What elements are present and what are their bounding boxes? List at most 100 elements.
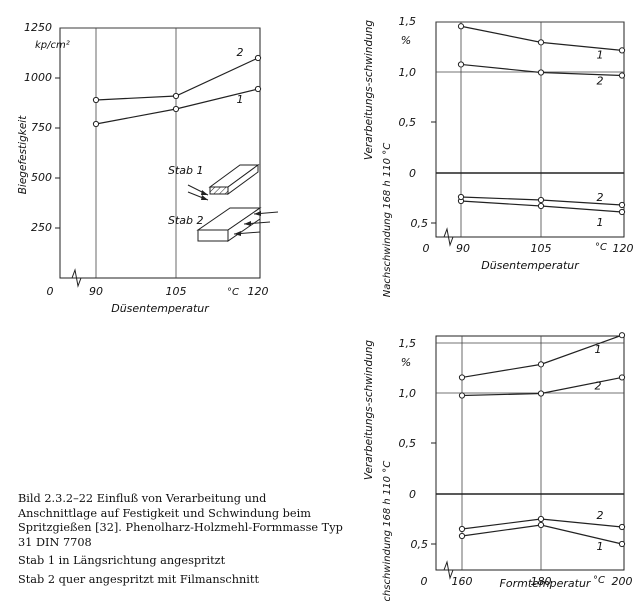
lower-series-2-label: 2 (597, 191, 604, 204)
upper-series-1-line (461, 334, 623, 379)
x-unit-3: °C (593, 575, 605, 586)
lower-series-1-point (537, 521, 545, 529)
chart-duesentemperatur: 1,5 % 1,0 0,5 0 0,5 Verarbeitungs-schwin… (363, 15, 634, 297)
upper-series-1-label: 1 (597, 48, 604, 61)
upper-series-2-point (457, 61, 465, 68)
upper-series-1-point (618, 47, 626, 54)
upper-series-2-point (537, 69, 545, 76)
upper-series-1-point (458, 374, 466, 381)
ytick-label-1: 750 (31, 121, 52, 134)
upper-series-2-point (458, 392, 466, 399)
series-1-point (172, 105, 180, 113)
ytick-label-1: 250 (31, 221, 52, 234)
lower-series-2-point (618, 201, 626, 209)
ytick-label-2: 1,5 (399, 15, 417, 28)
inset-specimens: Stab 1 Stab 2 (168, 164, 279, 242)
x-axis-label-1: Düsentemperatur (111, 302, 210, 315)
xtick-label-3: 200 (612, 575, 633, 588)
lower-series-1-point (618, 208, 626, 216)
lower-series-2-point (537, 515, 545, 523)
y-unit-2: % (401, 34, 411, 47)
lower-series-1-label: 1 (597, 540, 604, 553)
x-unit-1: °C (227, 287, 239, 298)
y-ticks-2 (431, 121, 436, 224)
y-axis-label-2-upper: Verarbeitungs-schwindung (363, 20, 375, 161)
lower-series-2-point (458, 525, 466, 533)
chart-formtemperatur: 1,5 % 1,0 0,5 0 0,5 Verarbeitungs-schwin… (363, 332, 633, 605)
xtick-label-3: 180 (531, 575, 552, 588)
ytick-label-2: 0,5 (399, 116, 417, 129)
caption-stab-2: Stab 2 quer angespritzt mit Filmanschnit… (18, 572, 260, 586)
upper-series-1-point (618, 332, 626, 339)
xtick-label-1: 105 (166, 285, 187, 298)
ytick-label-2: 1,0 (399, 66, 417, 79)
axis-break-2 (436, 227, 461, 247)
y-axis-label-3-lower: Nachschwindung 168 h 110 °C (382, 461, 393, 601)
upper-series-1-point (537, 361, 545, 368)
series-1-point (254, 85, 262, 93)
upper-series-2-point (537, 390, 545, 397)
axis-break-1 (60, 268, 96, 288)
ytick-label-1: 500 (31, 171, 52, 184)
y-axis-label-1: Biegefestigkeit (17, 115, 29, 194)
xtick-label-1: 0 (47, 285, 54, 298)
caption-stab-1: Stab 1 in Längsrichtung angespritzt (18, 554, 226, 567)
xtick-label-2: 90 (456, 242, 470, 255)
xtick-label-2: 105 (531, 242, 552, 255)
series-2-label: 2 (237, 46, 244, 59)
upper-series-2-label: 2 (597, 75, 604, 88)
specimen-stab-2 (196, 207, 279, 242)
axis-break-3 (436, 560, 462, 580)
xtick-label-1: 120 (248, 285, 269, 298)
ytick-label-2-lower: 0,5 (411, 217, 429, 230)
lower-series-1-point (458, 532, 466, 540)
lower-series-1-label: 1 (597, 216, 604, 229)
plot-frame-3 (435, 335, 625, 571)
y-ticks-1 (55, 77, 60, 229)
upper-series-1-label: 1 (595, 343, 602, 356)
y-unit-1: kp/cm² (35, 40, 70, 51)
caption-title: Bild 2.3.2–22 Einfluß von Verarbeitung u… (18, 492, 343, 549)
y-axis-label-3-upper: Verarbeitungs-schwindung (363, 340, 375, 481)
upper-series-2-label: 2 (595, 379, 602, 392)
upper-series-2-point (618, 72, 626, 79)
xtick-label-3: 0 (421, 575, 428, 588)
xtick-label-2: 0 (423, 242, 430, 255)
lower-series-2-point (618, 523, 626, 531)
y-unit-3: % (401, 356, 411, 369)
y-ticks-3 (431, 442, 436, 545)
series-2-point (92, 96, 100, 104)
upper-series-1-point (537, 39, 545, 46)
chart-biegefestigkeit: 1250 1000 750 500 250 kp/cm² Biegefestig… (17, 21, 279, 315)
upper-series-1-line (460, 25, 623, 51)
x-axis-label-3: Formtemperatur (500, 577, 592, 590)
upper-series-1-point (457, 23, 465, 30)
lower-series-1-point (618, 540, 626, 548)
series-1-label: 1 (237, 93, 244, 106)
xtick-label-2: 120 (613, 242, 634, 255)
x-unit-2: °C (595, 242, 607, 253)
ytick-label-1: 1250 (24, 21, 52, 34)
ytick-label-1: 1000 (24, 71, 52, 84)
xtick-label-3: 160 (452, 575, 473, 588)
lower-series-2-point (457, 193, 465, 201)
figure-caption: Bild 2.3.2–22 Einfluß von Verarbeitung u… (18, 492, 348, 587)
lower-series-1-point (537, 202, 545, 210)
series-1-point (92, 120, 100, 128)
ytick-label-3: 1,5 (399, 337, 417, 350)
upper-series-2-point (618, 374, 626, 381)
specimen-stab-1 (187, 164, 260, 201)
series-2-point (172, 92, 180, 100)
inset-label-stab-1: Stab 1 (168, 164, 204, 177)
ytick-label-3-lower: 0,5 (411, 538, 429, 551)
inset-label-stab-2: Stab 2 (168, 214, 204, 227)
ytick-label-3: 0 (409, 488, 416, 501)
plot-frame-1 (59, 27, 261, 279)
ytick-label-2: 0 (409, 167, 416, 180)
xtick-label-1: 90 (89, 285, 103, 298)
x-axis-label-2: Düsentemperatur (481, 259, 580, 272)
ytick-label-3: 0,5 (399, 437, 417, 450)
series-2-point (254, 54, 262, 62)
